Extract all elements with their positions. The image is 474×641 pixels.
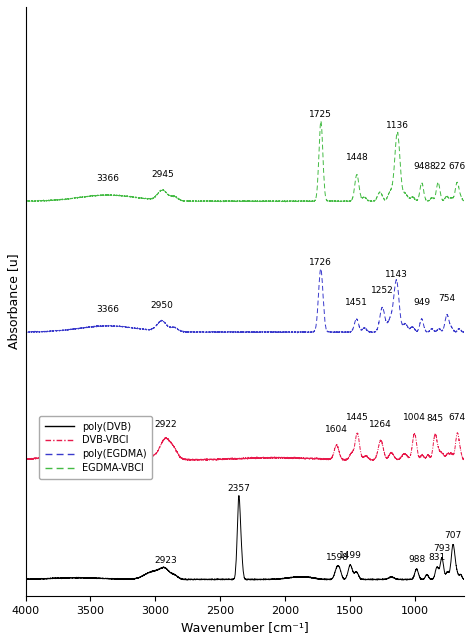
Text: 2950: 2950	[150, 301, 173, 310]
Text: 1499: 1499	[339, 551, 362, 560]
Text: 2923: 2923	[154, 556, 177, 565]
Text: 949: 949	[413, 297, 430, 306]
Text: 676: 676	[448, 162, 466, 171]
Text: 3366: 3366	[96, 304, 119, 313]
Text: 845: 845	[427, 414, 444, 423]
Text: 831: 831	[428, 553, 446, 562]
Text: 1448: 1448	[346, 153, 368, 162]
Text: 2945: 2945	[151, 170, 174, 179]
Text: 1004: 1004	[403, 413, 426, 422]
Text: 1136: 1136	[386, 121, 409, 130]
Text: 988: 988	[408, 555, 425, 564]
Text: 3366: 3366	[96, 174, 119, 183]
Legend: poly(DVB), DVB-VBCl, poly(EGDMA), EGDMA-VBCl: poly(DVB), DVB-VBCl, poly(EGDMA), EGDMA-…	[39, 416, 152, 479]
Text: 1598: 1598	[326, 553, 349, 562]
Text: 1726: 1726	[310, 258, 332, 267]
Text: 948: 948	[413, 162, 430, 171]
Text: 1445: 1445	[346, 413, 369, 422]
X-axis label: Wavenumber [cm⁻¹]: Wavenumber [cm⁻¹]	[181, 621, 309, 634]
Y-axis label: Absorbance [u]: Absorbance [u]	[7, 254, 20, 349]
Text: 3426: 3426	[89, 423, 111, 432]
Text: 1143: 1143	[385, 270, 408, 279]
Text: 1264: 1264	[369, 420, 392, 429]
Text: 674: 674	[449, 413, 466, 422]
Text: 707: 707	[445, 531, 462, 540]
Text: 2922: 2922	[154, 420, 177, 429]
Text: 754: 754	[438, 294, 456, 303]
Text: 2357: 2357	[228, 484, 250, 493]
Text: 822: 822	[429, 162, 447, 171]
Text: 1604: 1604	[325, 425, 348, 434]
Text: 1252: 1252	[371, 287, 394, 296]
Text: 1451: 1451	[345, 297, 368, 306]
Text: 1725: 1725	[310, 110, 332, 119]
Text: 793: 793	[433, 544, 450, 553]
